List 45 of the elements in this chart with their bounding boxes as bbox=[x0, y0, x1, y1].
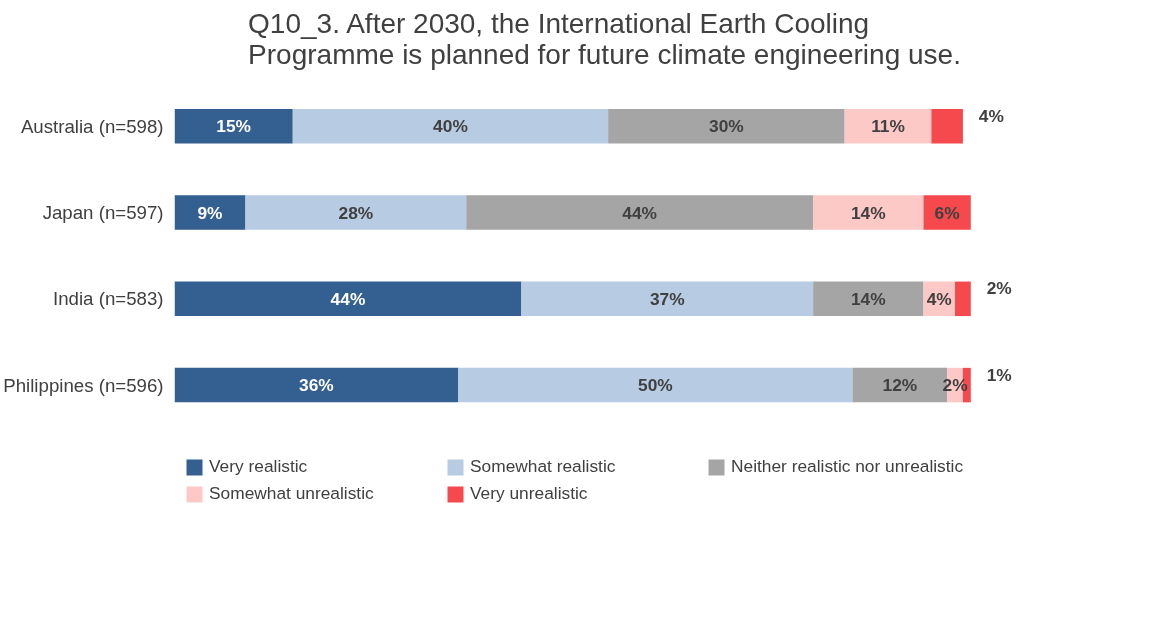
data-label: 4% bbox=[978, 105, 1004, 126]
bar bbox=[813, 281, 924, 317]
data-label: 6% bbox=[934, 202, 960, 223]
data-label: 14% bbox=[850, 202, 886, 223]
legend-label: Very realistic bbox=[209, 456, 309, 477]
bar bbox=[955, 281, 971, 317]
data-label: 37% bbox=[649, 288, 685, 309]
data-label: 28% bbox=[338, 202, 374, 223]
bar bbox=[174, 367, 459, 403]
data-label: 9% bbox=[197, 202, 223, 223]
legend-label: Somewhat unrealistic bbox=[209, 483, 375, 504]
data-label: 11% bbox=[871, 116, 905, 137]
data-label: 14% bbox=[850, 288, 886, 309]
bar bbox=[174, 281, 522, 317]
data-label: 4% bbox=[926, 288, 952, 309]
bar bbox=[458, 367, 853, 403]
data-label: 12% bbox=[882, 375, 918, 396]
chart-title: Q10_3. After 2030, the International Earth Cooling Programme is planned for future climate engineering use. bbox=[248, 7, 961, 70]
bar bbox=[174, 109, 293, 144]
bar bbox=[292, 109, 609, 144]
legend-label: Very unrealistic bbox=[470, 483, 589, 504]
bar bbox=[931, 109, 963, 144]
y-tick-label: Australia (n=598) bbox=[20, 115, 164, 137]
y-tick-label: Japan (n=597) bbox=[42, 202, 164, 224]
data-label: 40% bbox=[433, 116, 468, 137]
bar bbox=[844, 109, 932, 144]
bar bbox=[813, 195, 924, 230]
data-label: 36% bbox=[299, 375, 334, 396]
bar bbox=[466, 195, 814, 230]
data-label: 44% bbox=[622, 202, 658, 223]
data-label: 50% bbox=[638, 375, 673, 396]
bar bbox=[608, 109, 845, 144]
data-label: 1% bbox=[986, 364, 1012, 385]
data-label: 2% bbox=[986, 278, 1012, 299]
y-tick-label: Philippines (n=596) bbox=[3, 374, 164, 396]
data-label: 15% bbox=[216, 116, 251, 137]
bar bbox=[174, 195, 246, 230]
y-tick-label: India (n=583) bbox=[53, 288, 164, 310]
legend-label: Somewhat realistic bbox=[470, 456, 617, 477]
data-label: 30% bbox=[709, 116, 744, 137]
data-label: 44% bbox=[330, 288, 366, 309]
legend-label: Neither realistic nor unrealistic bbox=[731, 456, 964, 477]
bar bbox=[521, 281, 814, 317]
bar bbox=[923, 195, 971, 230]
bar bbox=[245, 195, 467, 230]
